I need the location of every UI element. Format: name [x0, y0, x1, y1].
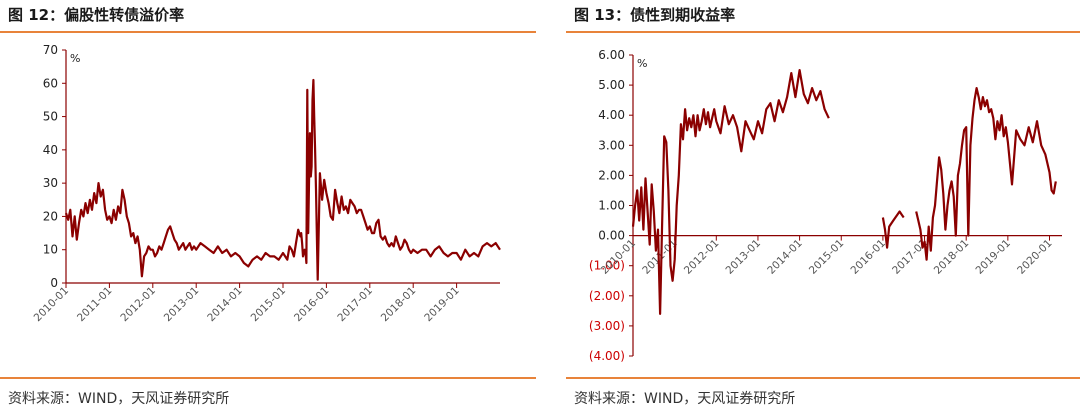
y-tick-label: 2.00	[598, 168, 625, 182]
title-rule	[0, 31, 536, 33]
y-tick-label: (1.00)	[589, 259, 625, 273]
x-tick-label: 2015-01	[807, 237, 847, 277]
x-tick-label: 2011-01	[75, 285, 115, 325]
x-tick-label: 2020-01	[1015, 237, 1055, 277]
series-line	[631, 68, 830, 315]
x-tick-label: 2012-01	[118, 285, 158, 325]
y-tick-label: 40	[43, 143, 58, 157]
source-rule	[566, 377, 1080, 379]
y-tick-label: 5.00	[598, 78, 625, 92]
x-tick-label: 2012-01	[682, 237, 722, 277]
y-tick-label: 70	[43, 43, 58, 57]
chart-panel-ytm: 图 13：债性到期收益率 (4.00) (3.00) (2.00) (1.00) 0.0…	[566, 0, 1080, 415]
series-line	[881, 210, 905, 249]
series-line	[64, 78, 501, 281]
y-tick-label: 4.00	[598, 108, 625, 122]
y-tick-label: 50	[43, 110, 58, 124]
x-tick-label: 2019-01	[422, 285, 462, 325]
x-tick-label: 2019-01	[973, 237, 1013, 277]
x-tick-label: 2013-01	[162, 285, 202, 325]
x-tick-label: 2013-01	[724, 237, 764, 277]
x-tick-label: 2018-01	[932, 237, 972, 277]
figure-title: 图 13：债性到期收益率	[574, 6, 736, 24]
y-tick-label: 0.00	[598, 229, 625, 243]
y-tick-label: 20	[43, 209, 58, 223]
y-tick-label: (3.00)	[589, 319, 625, 333]
source-rule	[0, 377, 536, 379]
figure-title: 图 12：偏股性转债溢价率	[8, 6, 185, 24]
y-tick-label: 6.00	[598, 48, 625, 62]
y-tick-label: 1.00	[598, 199, 625, 213]
x-tick-label: 2014-01	[205, 285, 245, 325]
y-tick-label: (4.00)	[589, 349, 625, 363]
y-axis-label: %	[637, 57, 647, 70]
x-tick-label: 2015-01	[249, 285, 289, 325]
x-tick-label: 2018-01	[379, 285, 419, 325]
source-note: 资料来源：WIND，天风证券研究所	[574, 391, 796, 407]
series-line	[915, 86, 1057, 261]
title-rule	[566, 31, 1080, 33]
x-tick-label: 2016-01	[849, 237, 889, 277]
y-tick-label: 10	[43, 243, 58, 257]
y-tick-label: 30	[43, 176, 58, 190]
chart-yield-to-maturity: (4.00) (3.00) (2.00) (1.00) 0.00 1.00 2.00 3.00…	[589, 48, 1062, 363]
x-tick-label: 2016-01	[292, 285, 332, 325]
x-tick-label: 2010-01	[32, 285, 72, 325]
y-axis-label: %	[70, 52, 80, 65]
source-note: 资料来源：WIND，天风证券研究所	[8, 391, 230, 407]
y-tick-label: 60	[43, 76, 58, 90]
x-tick-label: 2017-01	[335, 285, 375, 325]
y-tick-label: (2.00)	[589, 289, 625, 303]
x-tick-label: 2014-01	[765, 237, 805, 277]
y-tick-label: 3.00	[598, 138, 625, 152]
chart-panel-premium: 图 12：偏股性转债溢价率 0 10 20 30 40 50 60 70% 2010-01 201…	[0, 0, 536, 415]
y-tick-label: 0	[50, 276, 58, 290]
